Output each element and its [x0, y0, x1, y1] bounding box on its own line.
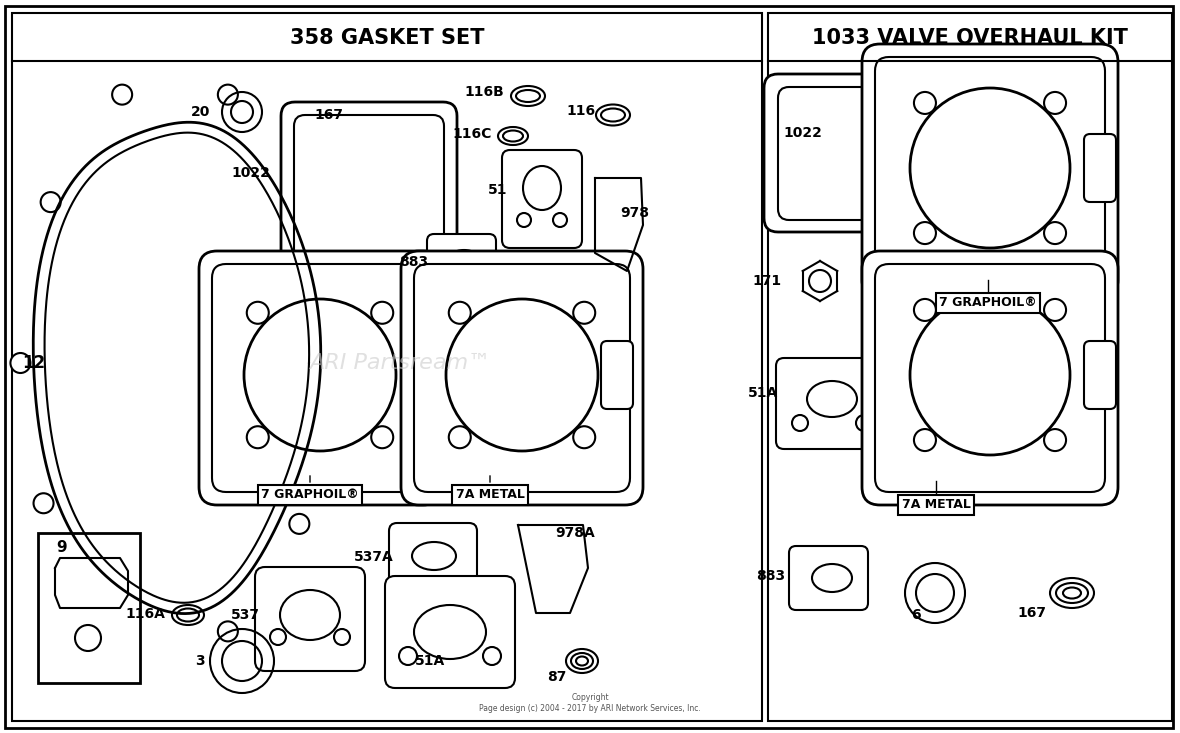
FancyBboxPatch shape [281, 102, 457, 272]
Text: 171: 171 [753, 274, 782, 288]
Bar [768, 13, 1172, 721]
Circle shape [320, 353, 340, 373]
Text: 116: 116 [566, 104, 596, 118]
Text: 3: 3 [196, 654, 205, 668]
FancyBboxPatch shape [863, 251, 1117, 505]
Text: 116C: 116C [453, 127, 492, 141]
Text: 1033 VALVE OVERHAUL KIT: 1033 VALVE OVERHAUL KIT [812, 28, 1128, 48]
Text: 12: 12 [22, 354, 45, 372]
FancyBboxPatch shape [778, 87, 918, 220]
Text: 978A: 978A [555, 526, 595, 540]
Text: 1022: 1022 [231, 166, 270, 180]
FancyBboxPatch shape [294, 115, 444, 260]
Text: 51A: 51A [748, 386, 778, 400]
Text: 537: 537 [231, 608, 260, 622]
FancyBboxPatch shape [427, 234, 496, 286]
FancyBboxPatch shape [212, 264, 428, 492]
FancyBboxPatch shape [389, 523, 477, 591]
Text: 7 GRAPHOIL®: 7 GRAPHOIL® [261, 488, 359, 501]
Circle shape [40, 192, 60, 212]
Text: 51: 51 [487, 183, 507, 197]
Text: 51A: 51A [415, 654, 445, 668]
Text: 883: 883 [399, 255, 428, 269]
Bar [38, 533, 140, 683]
FancyBboxPatch shape [876, 264, 1104, 492]
Text: 537A: 537A [354, 550, 394, 564]
Text: 978: 978 [620, 206, 649, 220]
FancyBboxPatch shape [789, 546, 868, 610]
FancyBboxPatch shape [385, 576, 514, 688]
FancyBboxPatch shape [401, 251, 643, 505]
Text: 7A METAL: 7A METAL [902, 498, 970, 512]
Text: 116B: 116B [464, 85, 504, 99]
Text: 167: 167 [1017, 606, 1045, 620]
Circle shape [112, 84, 132, 105]
Text: 6: 6 [911, 608, 920, 622]
Circle shape [218, 84, 238, 105]
Text: 7A METAL: 7A METAL [455, 488, 524, 501]
FancyBboxPatch shape [199, 251, 441, 505]
Circle shape [289, 514, 309, 534]
FancyBboxPatch shape [502, 150, 582, 248]
Text: ARI Partsream™: ARI Partsream™ [309, 353, 491, 373]
Text: Copyright
Page design (c) 2004 - 2017 by ARI Network Services, Inc.: Copyright Page design (c) 2004 - 2017 by… [479, 693, 701, 712]
FancyBboxPatch shape [601, 341, 632, 409]
Text: 358 GASKET SET: 358 GASKET SET [290, 28, 484, 48]
Circle shape [112, 622, 132, 641]
Bar [12, 13, 762, 721]
FancyBboxPatch shape [776, 358, 880, 449]
FancyBboxPatch shape [863, 44, 1117, 298]
Circle shape [289, 192, 309, 212]
FancyBboxPatch shape [763, 74, 932, 232]
Text: 1022: 1022 [784, 126, 822, 140]
Circle shape [218, 622, 238, 641]
Text: 9: 9 [57, 540, 67, 556]
Text: 7 GRAPHOIL®: 7 GRAPHOIL® [939, 297, 1037, 309]
Text: 883: 883 [756, 569, 785, 583]
Text: 167: 167 [314, 108, 343, 122]
FancyBboxPatch shape [1084, 341, 1116, 409]
FancyBboxPatch shape [1084, 134, 1116, 202]
FancyBboxPatch shape [255, 567, 365, 671]
FancyBboxPatch shape [414, 264, 630, 492]
FancyBboxPatch shape [876, 57, 1104, 285]
Circle shape [33, 493, 53, 513]
Text: 87: 87 [546, 670, 566, 684]
Text: 116A: 116A [125, 607, 165, 621]
Circle shape [11, 353, 31, 373]
Text: 20: 20 [191, 105, 210, 119]
